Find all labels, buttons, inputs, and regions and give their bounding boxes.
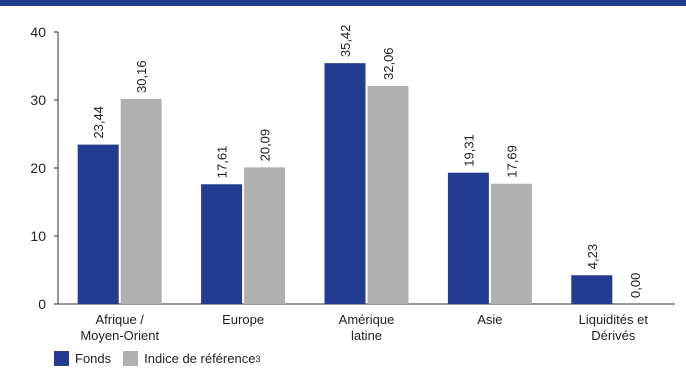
bar-indice xyxy=(120,98,162,304)
bar-fonds xyxy=(201,184,243,304)
legend-item-indice: Indice de référence 3 xyxy=(123,351,260,366)
legend-swatch-indice xyxy=(123,351,139,366)
bar-indice xyxy=(367,85,409,304)
bar-fonds xyxy=(571,275,613,304)
x-category-label: latine xyxy=(351,328,382,343)
bar-fonds xyxy=(447,172,489,304)
data-label: 17,69 xyxy=(504,145,519,178)
data-label: 32,06 xyxy=(381,47,396,80)
data-label: 19,31 xyxy=(461,134,476,167)
legend: Fonds Indice de référence 3 xyxy=(54,351,272,366)
bar-fonds xyxy=(77,144,119,304)
bar-fonds xyxy=(324,63,366,305)
legend-item-fonds: Fonds xyxy=(54,351,111,366)
y-tick-label: 10 xyxy=(30,228,46,244)
x-category-label: Asie xyxy=(477,312,502,327)
data-label: 20,09 xyxy=(258,129,273,162)
data-label: 35,42 xyxy=(338,25,353,58)
legend-label-fonds: Fonds xyxy=(75,351,112,366)
header-bar xyxy=(0,0,686,6)
data-label: 17,61 xyxy=(215,146,230,179)
y-tick-label: 20 xyxy=(30,160,46,176)
bar-indice xyxy=(490,183,532,304)
x-category-label: Liquidités et xyxy=(579,312,649,327)
x-category-label: Europe xyxy=(222,312,264,327)
legend-label-indice: Indice de référence xyxy=(144,351,256,366)
data-label: 4,23 xyxy=(585,244,600,269)
bar-indice xyxy=(244,167,286,304)
x-category-label: Afrique / xyxy=(95,312,144,327)
y-tick-label: 0 xyxy=(38,296,46,312)
data-label: 30,16 xyxy=(134,60,149,93)
y-tick-label: 40 xyxy=(30,24,46,40)
x-category-label: Amérique xyxy=(339,312,395,327)
y-tick-label: 30 xyxy=(30,92,46,108)
legend-swatch-fonds xyxy=(54,351,69,366)
legend-footnote-marker: 3 xyxy=(255,353,261,364)
x-category-label: Dérivés xyxy=(591,328,636,343)
data-label: 23,44 xyxy=(91,106,106,139)
data-label: 0,00 xyxy=(628,273,643,298)
x-category-label: Moyen-Orient xyxy=(80,328,159,343)
